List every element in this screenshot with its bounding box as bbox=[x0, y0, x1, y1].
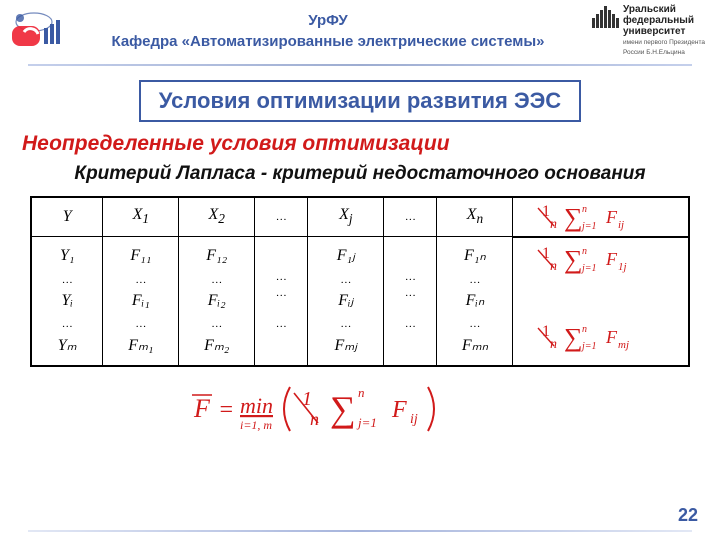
svg-text:n: n bbox=[582, 324, 587, 335]
td-y-col: Y₁ … Yᵢ … Yₘ bbox=[31, 237, 103, 366]
svg-text:∑: ∑ bbox=[564, 203, 583, 232]
svg-text:min: min bbox=[240, 393, 273, 418]
urfu-bars-icon bbox=[592, 4, 619, 28]
svg-text:∑: ∑ bbox=[564, 245, 583, 274]
svg-text:n: n bbox=[550, 217, 557, 232]
th-xn: Xn bbox=[437, 197, 513, 237]
header-line1: УрФУ bbox=[308, 12, 348, 29]
divider-bottom bbox=[28, 530, 692, 532]
td-dots1-col: … … … bbox=[255, 237, 308, 366]
logo-right: Уральский федеральный университет имени … bbox=[592, 4, 712, 57]
subtitle: Неопределенные условия оптимизации bbox=[22, 132, 698, 156]
svg-text:n: n bbox=[582, 204, 587, 215]
td-xj-col: F₁ⱼ … Fᵢⱼ … Fₘⱼ bbox=[308, 237, 384, 366]
slide-header: УрФУ Кафедра «Автоматизированные электри… bbox=[0, 0, 720, 64]
svg-text:i=1, m: i=1, m bbox=[240, 418, 272, 432]
svg-text:=: = bbox=[218, 397, 234, 423]
th-xj: Xj bbox=[308, 197, 384, 237]
svg-text:n: n bbox=[358, 385, 365, 400]
urfu-text: Уральский федеральный университет имени … bbox=[623, 4, 712, 57]
logo-left bbox=[8, 4, 64, 52]
header-line2: Кафедра «Автоматизированные электрически… bbox=[112, 33, 545, 50]
th-y: Y bbox=[31, 197, 103, 237]
main-formula: F = min i=1, m 1 n ∑ n j=1 F ij bbox=[0, 381, 720, 443]
th-x1: X1 bbox=[103, 197, 179, 237]
svg-text:j=1: j=1 bbox=[580, 221, 597, 232]
svg-text:n: n bbox=[550, 337, 557, 352]
td-xn-col: F₁ₙ … Fᵢₙ … Fₘₙ bbox=[437, 237, 513, 366]
svg-text:j=1: j=1 bbox=[580, 263, 597, 274]
urfu-name1: Уральский bbox=[623, 4, 712, 15]
svg-text:F: F bbox=[193, 394, 211, 423]
divider-top bbox=[28, 64, 692, 66]
td-x2-col: F₁₂ … Fᵢ₂ … Fₘ₂ bbox=[179, 237, 255, 366]
svg-text:ij: ij bbox=[410, 412, 418, 427]
page-number: 22 bbox=[678, 505, 698, 526]
svg-text:F: F bbox=[605, 207, 618, 227]
td-x1-col: F₁₁ … Fᵢ₁ … Fₘ₁ bbox=[103, 237, 179, 366]
svg-text:1: 1 bbox=[302, 388, 312, 410]
svg-text:F: F bbox=[391, 397, 407, 423]
urfu-name2: федеральный bbox=[623, 15, 712, 26]
svg-text:∑: ∑ bbox=[564, 323, 583, 352]
slide-title: Условия оптимизации развития ЭЭС bbox=[139, 80, 581, 122]
svg-text:F: F bbox=[605, 249, 618, 269]
header-title: УрФУ Кафедра «Автоматизированные электри… bbox=[64, 4, 592, 52]
svg-text:1j: 1j bbox=[618, 261, 627, 273]
urfu-small: имени первого Президента России Б.Н.Ельц… bbox=[623, 39, 705, 56]
th-dots1: … bbox=[255, 197, 308, 237]
formula-header: 1 n ∑ n j=1 F ij bbox=[513, 197, 689, 237]
laplace-table: Y X1 X2 … Xj … Xn 1 n ∑ n j=1 F ij Y₁ … … bbox=[30, 196, 690, 367]
svg-text:mj: mj bbox=[618, 339, 629, 351]
th-dots2: … bbox=[384, 197, 437, 237]
th-x2: X2 bbox=[179, 197, 255, 237]
svg-text:ij: ij bbox=[618, 219, 624, 231]
svg-text:F: F bbox=[605, 327, 618, 347]
svg-text:n: n bbox=[550, 259, 557, 274]
svg-text:n: n bbox=[582, 246, 587, 257]
svg-text:n: n bbox=[310, 409, 319, 429]
urfu-name3: университет bbox=[623, 26, 712, 37]
svg-text:j=1: j=1 bbox=[356, 415, 377, 430]
formula-body: 1 n ∑ n j=1 F 1j 1 n ∑ n j=1 F mj bbox=[513, 237, 689, 366]
svg-text:j=1: j=1 bbox=[580, 341, 597, 352]
td-dots2-col: … … … bbox=[384, 237, 437, 366]
subtitle2: Критерий Лапласа - критерий недостаточно… bbox=[60, 162, 660, 186]
svg-text:∑: ∑ bbox=[330, 389, 356, 429]
